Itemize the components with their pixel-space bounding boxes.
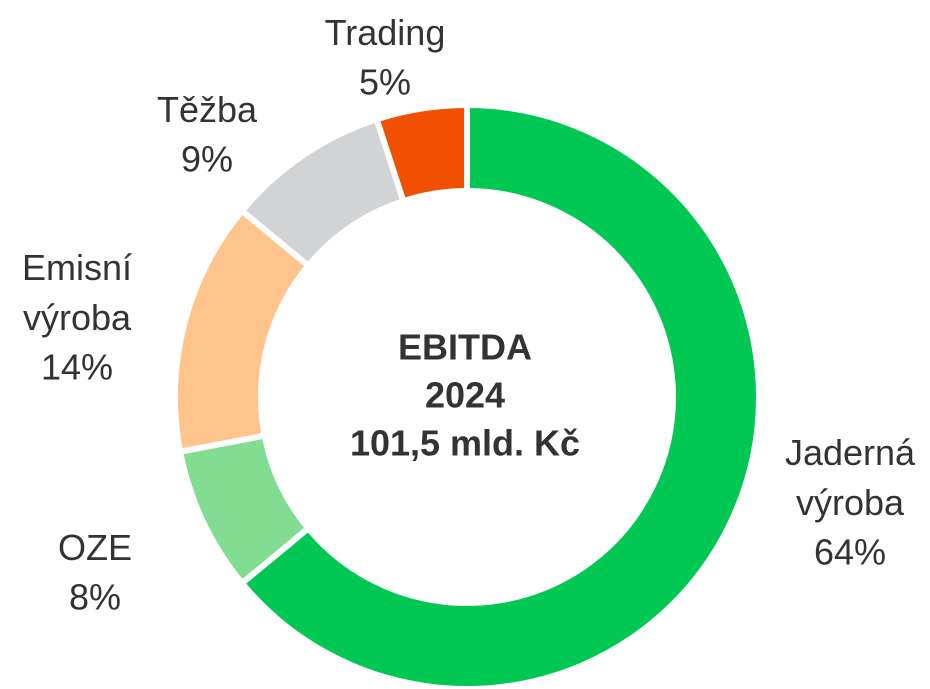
segment-label: Emisní výroba bbox=[22, 247, 132, 338]
segment-value-label: 8% bbox=[69, 577, 121, 618]
segment-value-label: 9% bbox=[181, 139, 233, 180]
donut-segment bbox=[237, 101, 762, 689]
center-title: 2024 bbox=[425, 375, 505, 416]
segment-label: Trading bbox=[325, 12, 446, 53]
donut-segment bbox=[372, 101, 470, 205]
segment-value-label: 64% bbox=[814, 532, 886, 573]
segment-value-label: 5% bbox=[359, 62, 411, 103]
segment-label: OZE bbox=[58, 527, 132, 568]
segment-value-label: 14% bbox=[41, 347, 113, 388]
center-title: 101,5 mld. Kč bbox=[350, 423, 580, 464]
center-title: EBITDA bbox=[398, 327, 532, 368]
segment-label: Jaderná výroba bbox=[785, 432, 916, 523]
segment-label: Těžba bbox=[157, 89, 258, 130]
